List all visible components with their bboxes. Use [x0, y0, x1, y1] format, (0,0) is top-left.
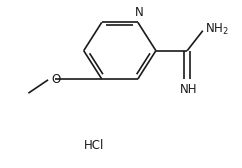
Text: N: N — [135, 6, 144, 19]
Text: NH: NH — [180, 83, 197, 96]
Text: HCl: HCl — [84, 139, 105, 152]
Text: NH$_2$: NH$_2$ — [205, 22, 229, 37]
Text: O: O — [51, 73, 61, 86]
